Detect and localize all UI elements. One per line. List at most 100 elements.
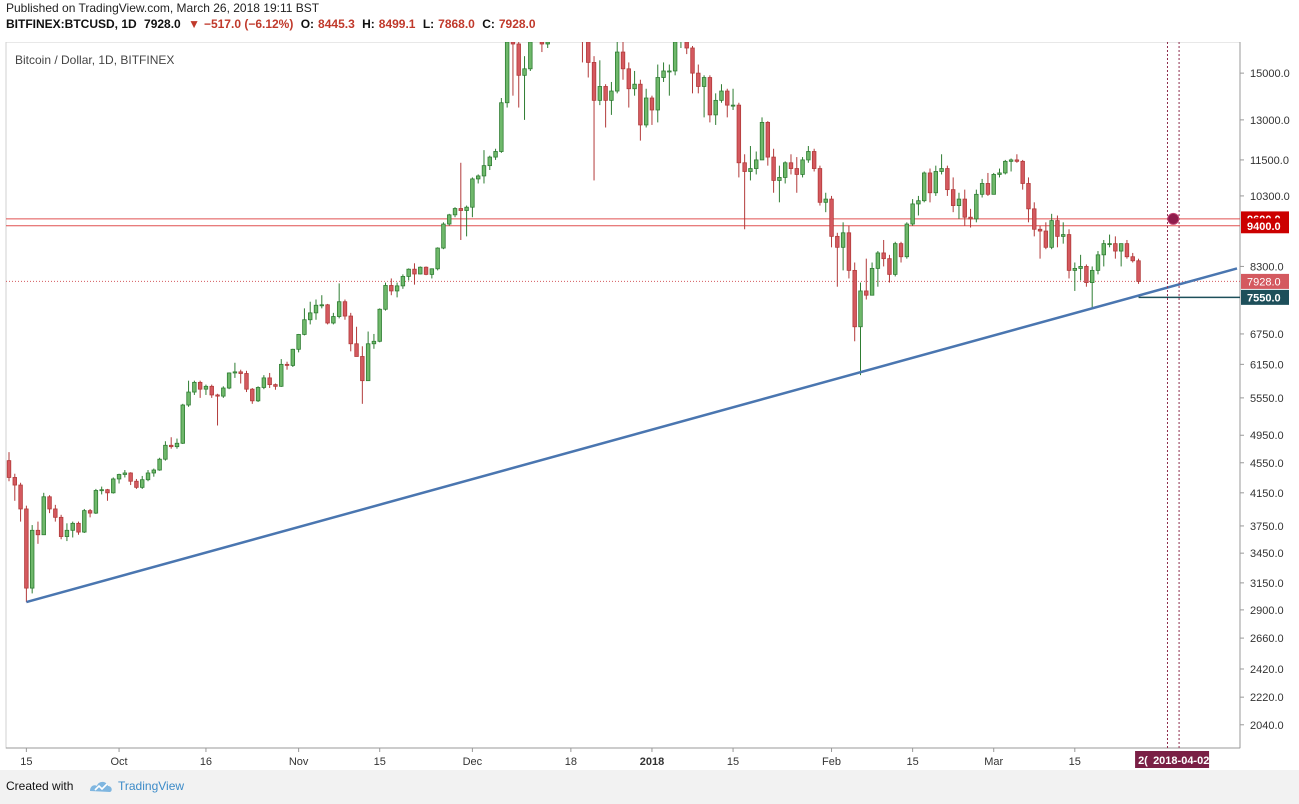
candle [1078,254,1083,281]
y-tick-label: 11500.0 [1250,155,1289,167]
candle-body [122,472,128,475]
x-axis[interactable]: 15 Oct 16 Nov 15 Dec 18 2018 15 Feb 15 Mar 15 2(2018-… [6,747,1240,768]
candle-body [302,319,307,335]
candle-body [852,269,857,328]
candle-body [499,102,504,152]
down-triangle-icon: ▼ [188,17,200,31]
candle-body [782,162,788,178]
candle-body [140,479,145,488]
candle-body [956,198,962,206]
candle [238,369,243,384]
candle-body [597,86,603,101]
candle-body [76,522,81,533]
candle [82,508,87,533]
candle-body [41,496,46,536]
candle-body [516,43,521,76]
candle-body [64,529,70,537]
candle [255,386,261,403]
chart-title: Bitcoin / Dollar, 1D, BITFINEX [15,53,174,67]
candle-body [383,285,388,310]
x-tick-label: 16 [200,756,212,768]
candle-body [962,198,967,218]
candle-body [325,304,330,324]
candle [806,146,811,163]
tradingview-brand[interactable]: TradingView [118,779,185,793]
candle-body [661,70,666,78]
candle [354,326,359,357]
y-tick-label: 2220.0 [1250,692,1284,704]
candle-body [168,444,174,448]
candle-body [950,189,956,206]
y-tick-label: 3150.0 [1250,578,1284,590]
candle [875,251,881,287]
candle [475,174,481,184]
candle-body [713,99,718,116]
candle [47,495,52,514]
candle-body [591,62,597,101]
candle [394,282,400,298]
candle [1066,229,1072,279]
price-label-bg [1241,289,1289,305]
candle [516,42,521,108]
candle-body [145,472,151,481]
open-value: 8445.3 [318,17,355,31]
candle [313,299,319,320]
candle [128,472,133,486]
y-axis[interactable]: 15000.0 13000.0 11500.0 10300.0 8300.0 6750.0… [1239,42,1290,748]
x-tick-label: 15 [906,756,918,768]
candle [638,79,643,141]
y-tick-label: 15000.0 [1250,68,1290,80]
candle [725,88,730,118]
cursor-date-bg [1135,751,1210,768]
candle [412,263,417,285]
price-change: −517.0 (−6.12%) [203,17,294,31]
y-tick-label: 2900.0 [1250,605,1284,617]
candle [910,199,915,226]
candle [754,151,759,175]
candle [192,380,197,395]
candle-body [922,172,927,202]
candle [250,388,255,404]
candle-body [151,469,157,474]
candle [1136,258,1141,284]
candle [418,266,423,275]
candle [927,168,933,203]
candle-body [157,458,162,471]
candle [1095,251,1101,275]
candle-body [1066,234,1072,271]
candle-body [875,252,881,269]
candle [962,189,967,226]
candle [603,84,608,128]
candle [365,331,371,382]
candle [719,84,724,103]
candle [968,208,973,228]
candle [163,441,168,461]
candle-body [215,394,220,397]
x-tick-label: 15 [727,756,739,768]
candle [215,393,220,426]
candle-body [881,252,886,260]
candlestick-chart[interactable]: Bitcoin / Dollar, 1D, BITFINEX 15000.0 13… [0,42,1299,770]
candle [29,525,35,594]
candle [302,308,307,336]
price-label: 7928.0 [1241,273,1289,289]
candle [174,438,180,449]
candle [1026,177,1031,223]
drawing-overlays [26,42,1240,748]
candle [406,268,411,281]
price-label-text: 7550.0 [1247,292,1281,304]
candle-body [1026,183,1031,210]
candle-body [186,391,191,406]
candle-body [730,104,736,107]
candle [898,241,904,263]
candle-body [725,90,730,106]
candle [1089,266,1095,309]
candle [620,42,626,80]
candle-body [58,516,64,537]
candle-body [365,343,371,382]
candle [528,42,533,71]
candle-body [1043,230,1049,248]
candle-body [348,315,353,345]
candle-body [331,316,336,324]
candle-body [99,489,104,492]
